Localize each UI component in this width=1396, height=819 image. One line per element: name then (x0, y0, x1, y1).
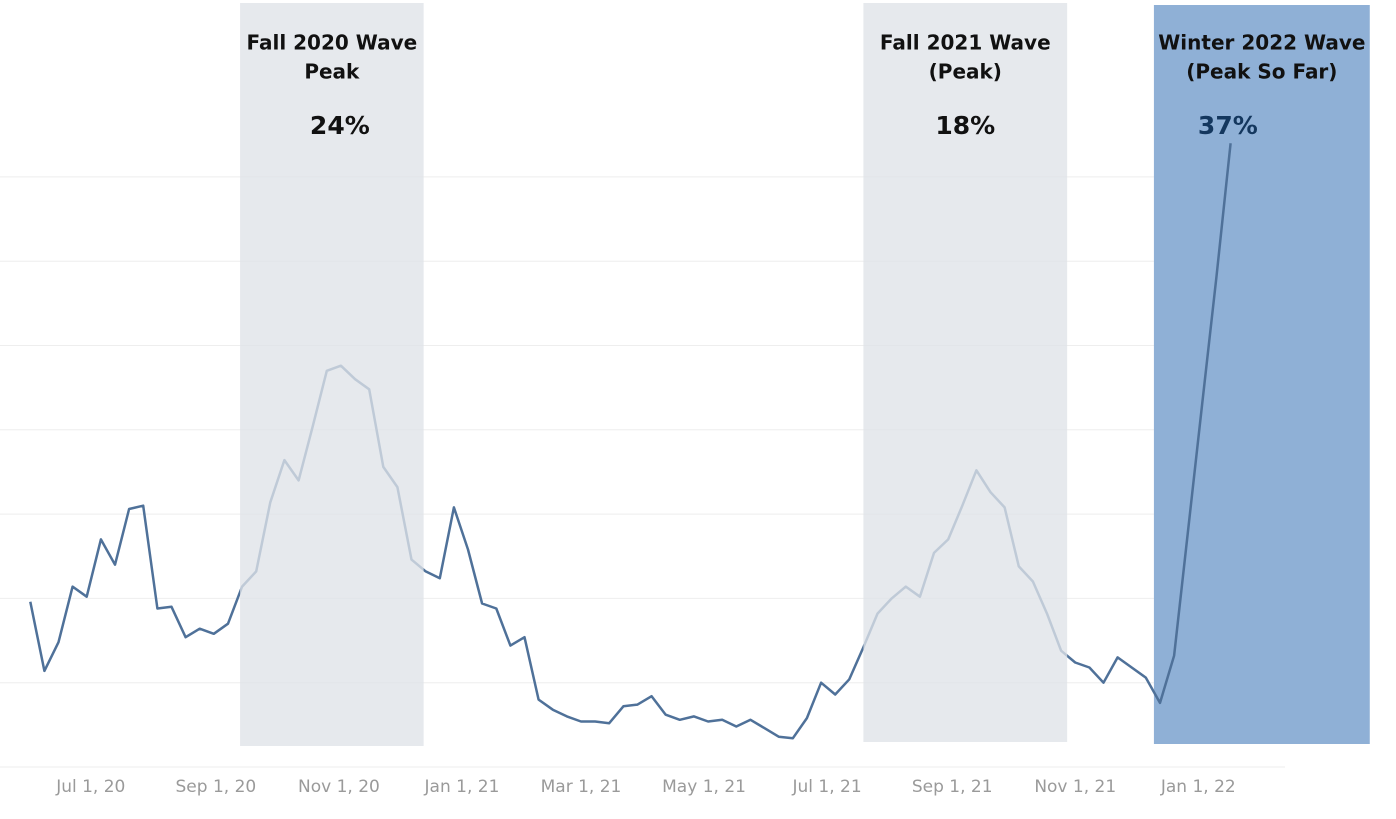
wave-band (863, 3, 1068, 742)
wave-band (1153, 5, 1370, 744)
x-tick-label: Nov 1, 20 (298, 777, 380, 797)
band-title: Peak (304, 60, 360, 84)
band-title: Winter 2022 Wave (1158, 31, 1365, 55)
band-value: 18% (935, 111, 995, 140)
x-tick-label: Jul 1, 21 (792, 777, 862, 797)
x-tick-label: Mar 1, 21 (541, 777, 622, 797)
x-tick-label: Sep 1, 20 (176, 777, 257, 797)
band-title: Fall 2020 Wave (246, 31, 417, 55)
x-tick-label: Jan 1, 21 (424, 777, 500, 797)
x-tick-label: Sep 1, 21 (912, 777, 993, 797)
band-value: 37% (1198, 111, 1258, 140)
band-title: (Peak So Far) (1186, 60, 1337, 84)
x-tick-label: Nov 1, 21 (1034, 777, 1116, 797)
x-tick-label: May 1, 21 (662, 777, 746, 797)
x-tick-label: Jan 1, 22 (1160, 777, 1236, 797)
band-title: Fall 2021 Wave (880, 31, 1051, 55)
band-value: 24% (310, 111, 370, 140)
wave-band (240, 3, 424, 746)
x-tick-label: Jul 1, 20 (55, 777, 125, 797)
band-title: (Peak) (929, 60, 1002, 84)
